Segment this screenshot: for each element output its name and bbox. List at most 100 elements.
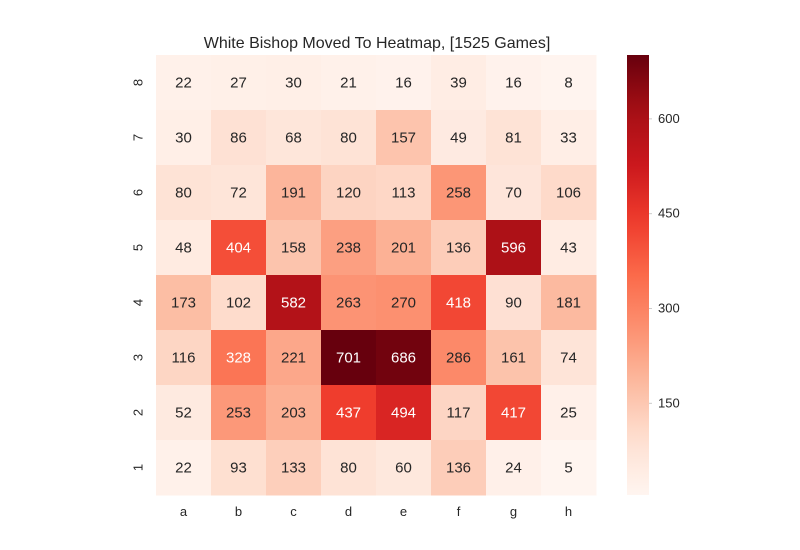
cell-value-label: 43 — [560, 240, 577, 257]
heatmap-cell — [486, 220, 542, 276]
cell-value-label: 90 — [505, 295, 522, 312]
heatmap-cell — [431, 440, 487, 496]
colorbar-gradient — [627, 55, 649, 495]
chart-title: White Bishop Moved To Heatmap, [1525 Gam… — [204, 35, 551, 52]
heatmap-cell — [431, 275, 487, 331]
x-tick-label: a — [180, 504, 188, 519]
cell-value-label: 596 — [501, 240, 526, 257]
y-tick-label: 5 — [131, 244, 146, 251]
cell-value-label: 8 — [564, 75, 572, 92]
heatmap-cell — [541, 330, 597, 386]
colorbar-tick-label: 150 — [658, 395, 680, 410]
heatmap-cell — [376, 110, 432, 166]
heatmap-cell — [266, 55, 322, 111]
cell-value-label: 161 — [501, 350, 526, 367]
cell-value-label: 582 — [281, 295, 306, 312]
heatmap-cell — [431, 330, 487, 386]
cell-value-label: 221 — [281, 350, 306, 367]
cell-value-label: 68 — [285, 130, 302, 147]
heatmap-cell — [486, 165, 542, 221]
heatmap-cell — [266, 330, 322, 386]
cell-value-label: 81 — [505, 130, 522, 147]
cell-value-label: 133 — [281, 460, 306, 477]
heatmap-cell — [321, 220, 377, 276]
cell-value-label: 418 — [446, 295, 471, 312]
cell-value-label: 173 — [171, 295, 196, 312]
x-tick-label: b — [235, 504, 242, 519]
heatmap-cell — [431, 110, 487, 166]
heatmap-cell — [541, 385, 597, 441]
cell-value-label: 52 — [175, 405, 192, 422]
cell-value-label: 22 — [175, 75, 192, 92]
heatmap-cell — [486, 55, 542, 111]
heatmap-cell — [266, 220, 322, 276]
cell-value-label: 238 — [336, 240, 361, 257]
heatmap-cell — [156, 220, 212, 276]
cell-value-label: 102 — [226, 295, 251, 312]
cell-value-label: 117 — [447, 405, 471, 422]
heatmap-cell — [156, 165, 212, 221]
cell-value-label: 263 — [336, 295, 361, 312]
heatmap-cell — [156, 55, 212, 111]
cell-value-label: 80 — [340, 460, 357, 477]
heatmap-cell — [486, 440, 542, 496]
cell-value-label: 80 — [340, 130, 357, 147]
heatmap-cell — [431, 55, 487, 111]
cell-value-label: 136 — [446, 460, 471, 477]
heatmap-cell — [376, 165, 432, 221]
heatmap-cell — [376, 220, 432, 276]
x-axis-ticks: a b c d e f g h — [180, 504, 572, 519]
colorbar-tick-label: 600 — [658, 111, 680, 126]
heatmap-cell — [431, 220, 487, 276]
cell-value-label: 25 — [560, 405, 577, 422]
cell-value-label: 24 — [505, 460, 522, 477]
cell-value-label: 33 — [560, 130, 577, 147]
heatmap-cell — [211, 385, 267, 441]
heatmap-cell — [541, 165, 597, 221]
cell-value-label: 106 — [556, 185, 581, 202]
cell-value-label: 93 — [230, 460, 247, 477]
heatmap-cell — [211, 440, 267, 496]
heatmap-cell — [321, 55, 377, 111]
cell-value-label: 30 — [285, 75, 302, 92]
cell-value-label: 253 — [226, 405, 251, 422]
heatmap-cell — [321, 275, 377, 331]
cell-value-label: 201 — [391, 240, 416, 257]
heatmap-cell — [156, 440, 212, 496]
cell-value-label: 328 — [226, 350, 251, 367]
heatmap-cell — [486, 275, 542, 331]
cell-value-label: 22 — [175, 460, 192, 477]
cell-value-label: 404 — [226, 240, 251, 257]
y-tick-label: 3 — [131, 354, 146, 361]
cell-value-label: 48 — [175, 240, 192, 257]
heatmap-cell — [541, 275, 597, 331]
heatmap-cell — [431, 385, 487, 441]
heatmap-cell — [266, 440, 322, 496]
colorbar-tick-label: 450 — [658, 206, 680, 221]
heatmap-cell — [321, 330, 377, 386]
x-tick-label: e — [400, 504, 407, 519]
y-axis-ticks: 8 7 6 5 4 3 2 1 — [131, 79, 146, 471]
heatmap-cell — [541, 440, 597, 496]
x-tick-label: d — [345, 504, 352, 519]
heatmap-cell — [541, 110, 597, 166]
heatmap-cell — [321, 165, 377, 221]
cell-value-label: 686 — [391, 350, 416, 367]
cell-value-label: 113 — [392, 185, 416, 202]
heatmap-cell — [486, 110, 542, 166]
cell-value-label: 116 — [172, 350, 196, 367]
x-tick-label: c — [290, 504, 297, 519]
heatmap-cell — [321, 385, 377, 441]
cell-value-label: 191 — [281, 185, 306, 202]
heatmap-cell — [211, 220, 267, 276]
y-tick-label: 2 — [131, 409, 146, 416]
cell-value-label: 286 — [446, 350, 471, 367]
heatmap-cell — [266, 275, 322, 331]
heatmap-cell — [541, 55, 597, 111]
heatmap-cell — [266, 110, 322, 166]
heatmap-cell — [321, 110, 377, 166]
cell-value-label: 181 — [556, 295, 581, 312]
cell-value-label: 21 — [340, 75, 357, 92]
heatmap-cell — [156, 110, 212, 166]
